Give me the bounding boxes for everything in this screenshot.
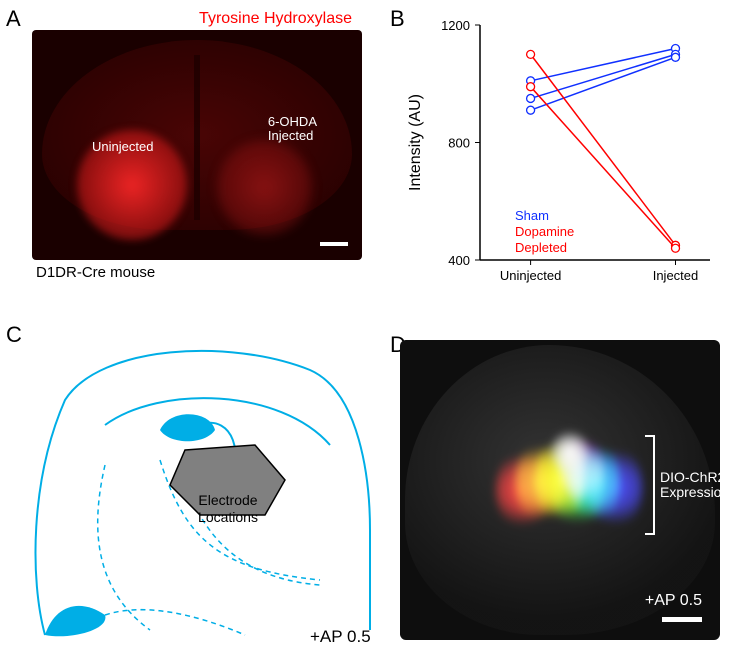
svg-text:400: 400 — [448, 253, 470, 268]
panel-a-title: Tyrosine Hydroxylase — [32, 10, 372, 28]
svg-text:Electrode: Electrode — [198, 492, 257, 508]
svg-text:Injected: Injected — [653, 268, 699, 283]
svg-text:+AP 0.5: +AP 0.5 — [310, 627, 371, 646]
svg-text:Intensity (AU): Intensity (AU) — [407, 94, 424, 191]
panel-a-caption: D1DR-Cre mouse — [32, 264, 372, 281]
panel-b-chart: 400 800 1200 Intensity (AU) Uninjected Inject… — [400, 10, 730, 290]
panel-d-annotation: DIO-ChR2Expression — [660, 470, 720, 501]
panel-d-image: DIO-ChR2Expression +AP 0.5 — [400, 340, 720, 640]
svg-text:800: 800 — [448, 136, 470, 151]
svg-text:Dopamine: Dopamine — [515, 224, 574, 239]
svg-text:1200: 1200 — [441, 18, 470, 33]
panel-c-diagram: ElectrodeLocations +AP 0.5 — [10, 330, 380, 650]
svg-text:Locations: Locations — [198, 509, 258, 525]
svg-text:Uninjected: Uninjected — [500, 268, 561, 283]
svg-text:Depleted: Depleted — [515, 240, 567, 255]
panel-a-right-text1: 6-OHDA — [268, 114, 317, 129]
panel-d-bracket — [645, 435, 655, 535]
panel-a-left-text: Uninjected — [92, 140, 153, 154]
panel-d-scalebar — [662, 617, 702, 622]
panel-d-coord: +AP 0.5 — [645, 592, 702, 610]
panel-a-right-text2: Injected — [268, 128, 314, 143]
panel-a-label: A — [6, 6, 21, 32]
svg-text:Sham: Sham — [515, 208, 549, 223]
panel-a-scalebar — [320, 242, 348, 246]
panel-d: DIO-ChR2Expression +AP 0.5 — [400, 340, 730, 650]
panel-a-image: Uninjected 6-OHDA Injected — [32, 30, 362, 260]
panel-a: Tyrosine Hydroxylase Uninjected 6-OHDA I… — [32, 10, 372, 281]
